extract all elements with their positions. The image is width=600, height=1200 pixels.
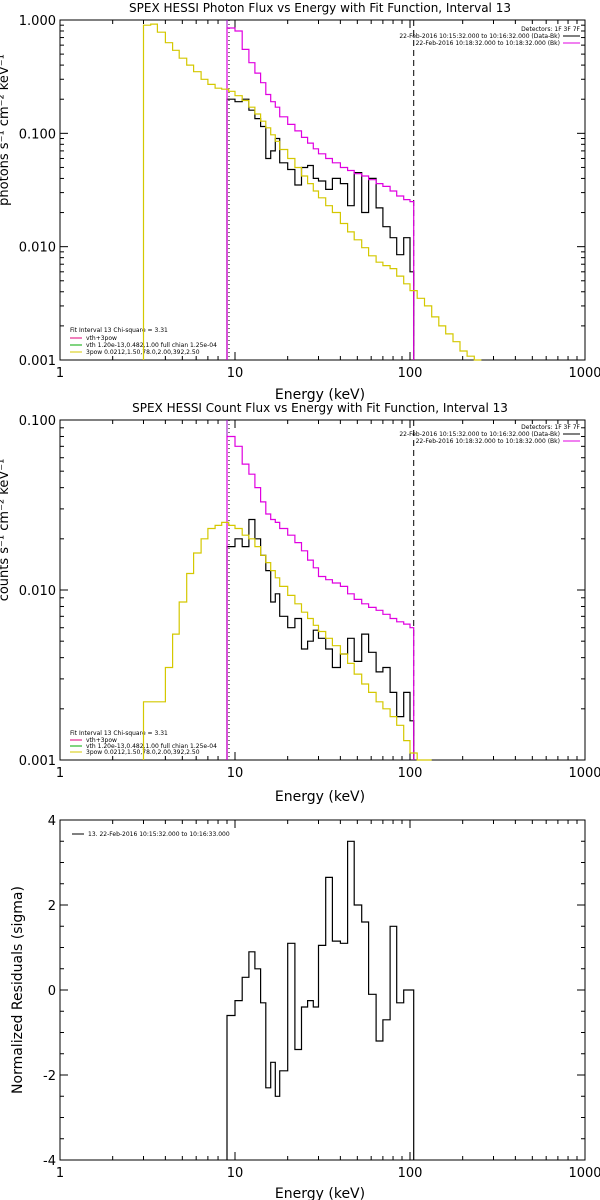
detectors-text: Detectors: 1F 3F 7F [521, 26, 580, 33]
x-tick-label: 1 [56, 366, 64, 381]
x-axis-label: Energy (keV) [275, 789, 365, 805]
x-tick-label: 1000 [568, 366, 600, 381]
x-tick-label: 10 [227, 366, 244, 381]
info-block: Detectors: 1F 3F 7F 22-Feb-2016 10:15:32… [399, 26, 580, 47]
x-tick-label: 10 [227, 766, 244, 781]
series-data-bk-line [226, 98, 415, 360]
x-tick-label: 100 [398, 1166, 423, 1181]
legend-label: vth 1.20e-13,0.482,1.00 full chian 1.25e… [86, 342, 217, 349]
photon-flux-panel: SPEX HESSI Photon Flux vs Energy with Fi… [0, 1, 600, 403]
x-tick-label: 10 [227, 1166, 244, 1181]
y-tick-label: -4 [43, 1154, 56, 1169]
chart-title: SPEX HESSI Count Flux vs Energy with Fit… [132, 401, 508, 415]
legend-label: vth 1.20e-13,0.482,1.00 full chian 1.25e… [86, 743, 217, 750]
y-tick-label: 4 [48, 814, 56, 829]
count-flux-panel: SPEX HESSI Count Flux vs Energy with Fit… [0, 401, 600, 805]
y-tick-label: 0.100 [19, 127, 56, 142]
y-tick-label: 1.000 [19, 14, 56, 29]
info-block: Detectors: 1F 3F 7F 22-Feb-2016 10:15:32… [399, 424, 580, 445]
fit-legend-header: Fit Interval 13 Chi-square = 3.31 [70, 730, 168, 737]
y-tick-label: 0.001 [19, 354, 56, 369]
data-interval-text: 22-Feb-2016 10:15:32.000 to 10:16:32.000… [399, 431, 560, 438]
plot-frame [59, 19, 586, 361]
x-axis-label: Energy (keV) [275, 1186, 365, 1200]
detectors-text: Detectors: 1F 3F 7F [521, 424, 580, 431]
y-tick-label: -2 [43, 1069, 56, 1084]
y-tick-label: 0.010 [19, 584, 56, 599]
fit-legend: Fit Interval 13 Chi-square = 3.31 vth+3p… [70, 327, 217, 356]
y-axis-label: photons s⁻¹ cm⁻² keV⁻¹ [0, 54, 12, 206]
legend-label: 3pow 0.0212,1.50,78.0,2.00,392,2.50 [86, 749, 200, 756]
y-axis-label: counts s⁻¹ cm⁻² keV⁻¹ [0, 459, 12, 602]
x-axis-label: Energy (keV) [275, 387, 365, 403]
legend-label: vth+3pow [86, 335, 117, 342]
y-tick-label: 2 [48, 899, 56, 914]
y-tick-label: 0.001 [19, 754, 56, 769]
fit-legend-header: Fit Interval 13 Chi-square = 3.31 [70, 327, 168, 334]
y-tick-label: 0 [48, 984, 56, 999]
x-tick-label: 1000 [568, 1166, 600, 1181]
y-axis-label: Normalized Residuals (sigma) [10, 886, 26, 1094]
fit-legend: Fit Interval 13 Chi-square = 3.31 vth+3p… [70, 730, 217, 756]
series-13--line [226, 840, 415, 1160]
series-3pow-line [142, 23, 482, 361]
chart-title: SPEX HESSI Photon Flux vs Energy with Fi… [129, 1, 511, 15]
y-tick-label: 0.010 [19, 241, 56, 256]
y-tick-label: 0.100 [19, 414, 56, 429]
x-tick-label: 1000 [568, 766, 600, 781]
data-interval-text: 22-Feb-2016 10:15:32.000 to 10:16:32.000… [399, 33, 560, 40]
x-tick-label: 100 [398, 366, 423, 381]
series-3pow-line [142, 521, 432, 761]
legend-label: 3pow 0.0212,1.50,78.0,2.00,392,2.50 [86, 349, 200, 356]
x-tick-label: 1 [56, 1166, 64, 1181]
series-bk-line [226, 27, 415, 360]
series-bk-line [226, 435, 415, 760]
residuals-legend: 13. 22-Feb-2016 10:15:32.000 to 10:16:33… [72, 831, 230, 838]
bk-interval-text: 22-Feb-2016 10:18:32.000 to 10:18:32.000… [416, 438, 560, 445]
x-tick-label: 1 [56, 766, 64, 781]
series-data-bk-line [226, 518, 415, 760]
legend-label: vth+3pow [86, 737, 117, 744]
residuals-panel: Energy (keV) Normalized Residuals (sigma… [10, 814, 600, 1200]
bk-interval-text: 22-Feb-2016 10:18:32.000 to 10:18:32.000… [416, 40, 560, 47]
legend-label: 13. 22-Feb-2016 10:15:32.000 to 10:16:33… [88, 831, 230, 838]
x-tick-label: 100 [398, 766, 423, 781]
